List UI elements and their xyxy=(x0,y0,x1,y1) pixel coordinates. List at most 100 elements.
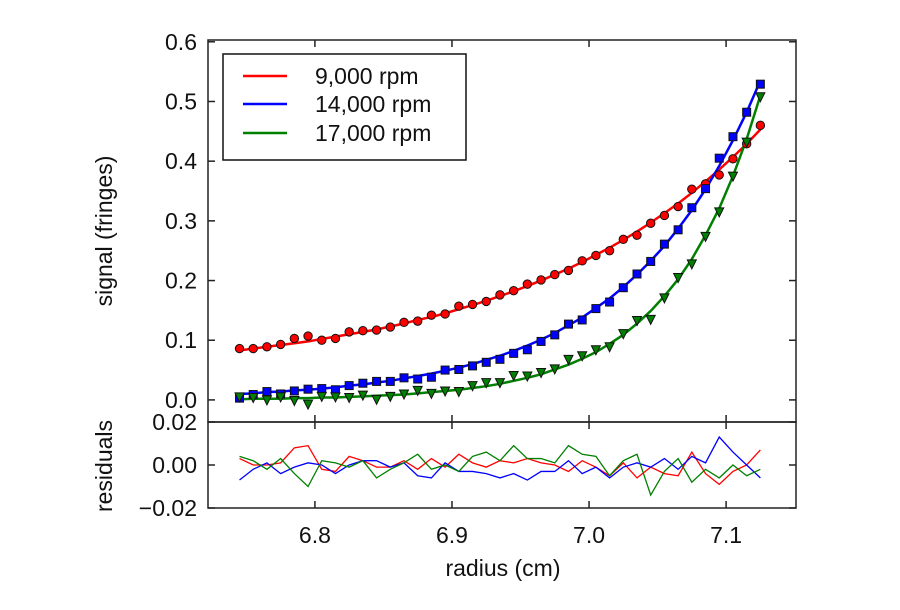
data-point-14000 xyxy=(317,384,327,394)
data-point-14000 xyxy=(372,376,382,386)
data-point-9000 xyxy=(248,343,258,354)
data-point-17000 xyxy=(755,92,766,103)
data-point-9000 xyxy=(495,290,505,300)
x-tick-label: 7.1 xyxy=(710,522,742,548)
data-point-17000 xyxy=(727,171,739,183)
data-point-14000 xyxy=(303,384,313,394)
data-point-17000 xyxy=(590,345,602,356)
data-point-14000 xyxy=(426,372,436,382)
data-point-9000 xyxy=(646,218,656,228)
data-point-9000 xyxy=(522,279,533,289)
legend-box xyxy=(222,53,467,161)
data-point-9000 xyxy=(563,265,574,276)
residual-tick-label: 0.02 xyxy=(152,409,197,435)
data-point-9000 xyxy=(454,301,464,311)
residual-line-14000 xyxy=(239,435,761,481)
data-point-17000 xyxy=(535,367,547,379)
data-point-14000 xyxy=(358,378,368,388)
data-point-9000 xyxy=(426,310,437,320)
data-point-14000 xyxy=(481,357,491,367)
data-point-17000 xyxy=(371,394,382,406)
data-point-9000 xyxy=(262,342,272,352)
data-point-9000 xyxy=(317,335,327,345)
data-point-9000 xyxy=(728,154,738,164)
data-point-14000 xyxy=(536,336,546,346)
data-point-14000 xyxy=(742,107,752,117)
data-point-14000 xyxy=(646,256,656,266)
data-point-14000 xyxy=(673,225,683,235)
data-point-17000 xyxy=(645,314,657,326)
data-point-9000 xyxy=(371,325,382,335)
y-axis-label: signal (fringes) xyxy=(91,156,117,307)
y-tick-label: 0.2 xyxy=(165,268,197,294)
x-axis-label: radius (cm) xyxy=(445,555,560,581)
data-point-9000 xyxy=(440,309,450,319)
data-point-14000 xyxy=(701,184,711,194)
residual-plot-frame xyxy=(207,421,797,509)
data-point-17000 xyxy=(289,396,300,407)
data-point-9000 xyxy=(687,184,697,194)
data-point-17000 xyxy=(275,392,286,404)
data-point-14000 xyxy=(413,374,423,384)
data-point-17000 xyxy=(563,354,574,366)
data-point-17000 xyxy=(261,395,273,407)
data-point-17000 xyxy=(480,378,492,389)
data-point-14000 xyxy=(714,153,724,163)
x-tick-label: 6.9 xyxy=(436,522,468,548)
x-tick-label: 6.8 xyxy=(299,522,331,548)
y-tick-label: 0.4 xyxy=(165,148,197,174)
y-tick-label: 0.0 xyxy=(165,387,197,413)
data-point-14000 xyxy=(344,381,354,391)
data-point-17000 xyxy=(549,364,561,375)
data-point-17000 xyxy=(384,391,396,403)
data-point-17000 xyxy=(426,388,437,400)
data-point-14000 xyxy=(659,239,669,249)
data-point-17000 xyxy=(330,392,341,404)
data-point-9000 xyxy=(591,250,601,261)
data-point-14000 xyxy=(399,373,409,383)
data-point-14000 xyxy=(618,283,628,293)
data-point-9000 xyxy=(330,333,341,344)
data-point-17000 xyxy=(686,259,698,270)
data-point-17000 xyxy=(659,293,670,304)
data-point-9000 xyxy=(358,325,368,336)
y-tick-label: 0.3 xyxy=(165,208,197,234)
residual-line-17000 xyxy=(239,444,761,497)
data-point-9000 xyxy=(673,201,683,212)
main-plot-area xyxy=(234,79,766,411)
data-point-14000 xyxy=(509,348,519,358)
data-point-9000 xyxy=(618,234,629,245)
data-point-17000 xyxy=(700,231,711,243)
data-point-14000 xyxy=(262,387,272,397)
data-point-9000 xyxy=(467,299,478,310)
axis-ticks: 6.8 6.9 7.0 7.1 0.0 0.1 0.2 0.3 0.4 0.5 0.6 −0.02 0.… xyxy=(139,29,797,548)
data-point-17000 xyxy=(631,316,643,327)
data-point-9000 xyxy=(234,343,245,354)
data-point-17000 xyxy=(672,273,684,284)
data-point-14000 xyxy=(577,315,587,325)
data-point-17000 xyxy=(302,399,314,411)
x-tick-label: 7.0 xyxy=(573,522,605,548)
data-point-14000 xyxy=(605,297,615,307)
data-point-9000 xyxy=(303,331,313,341)
data-point-17000 xyxy=(412,385,424,397)
data-point-14000 xyxy=(385,376,395,386)
y-tick-label: 0.6 xyxy=(165,29,197,55)
data-point-9000 xyxy=(344,327,354,337)
data-point-9000 xyxy=(577,256,587,266)
data-point-9000 xyxy=(275,339,286,350)
data-point-14000 xyxy=(591,304,601,314)
data-point-14000 xyxy=(495,354,505,364)
data-point-17000 xyxy=(494,378,506,389)
data-point-17000 xyxy=(316,391,328,403)
data-point-17000 xyxy=(508,370,519,382)
fit-line-9000 xyxy=(239,128,762,352)
data-point-17000 xyxy=(467,381,478,392)
data-point-17000 xyxy=(713,207,725,219)
data-point-14000 xyxy=(728,132,738,142)
data-point-9000 xyxy=(289,333,300,344)
data-point-9000 xyxy=(481,296,491,307)
data-point-14000 xyxy=(522,345,532,355)
data-point-9000 xyxy=(714,170,724,180)
